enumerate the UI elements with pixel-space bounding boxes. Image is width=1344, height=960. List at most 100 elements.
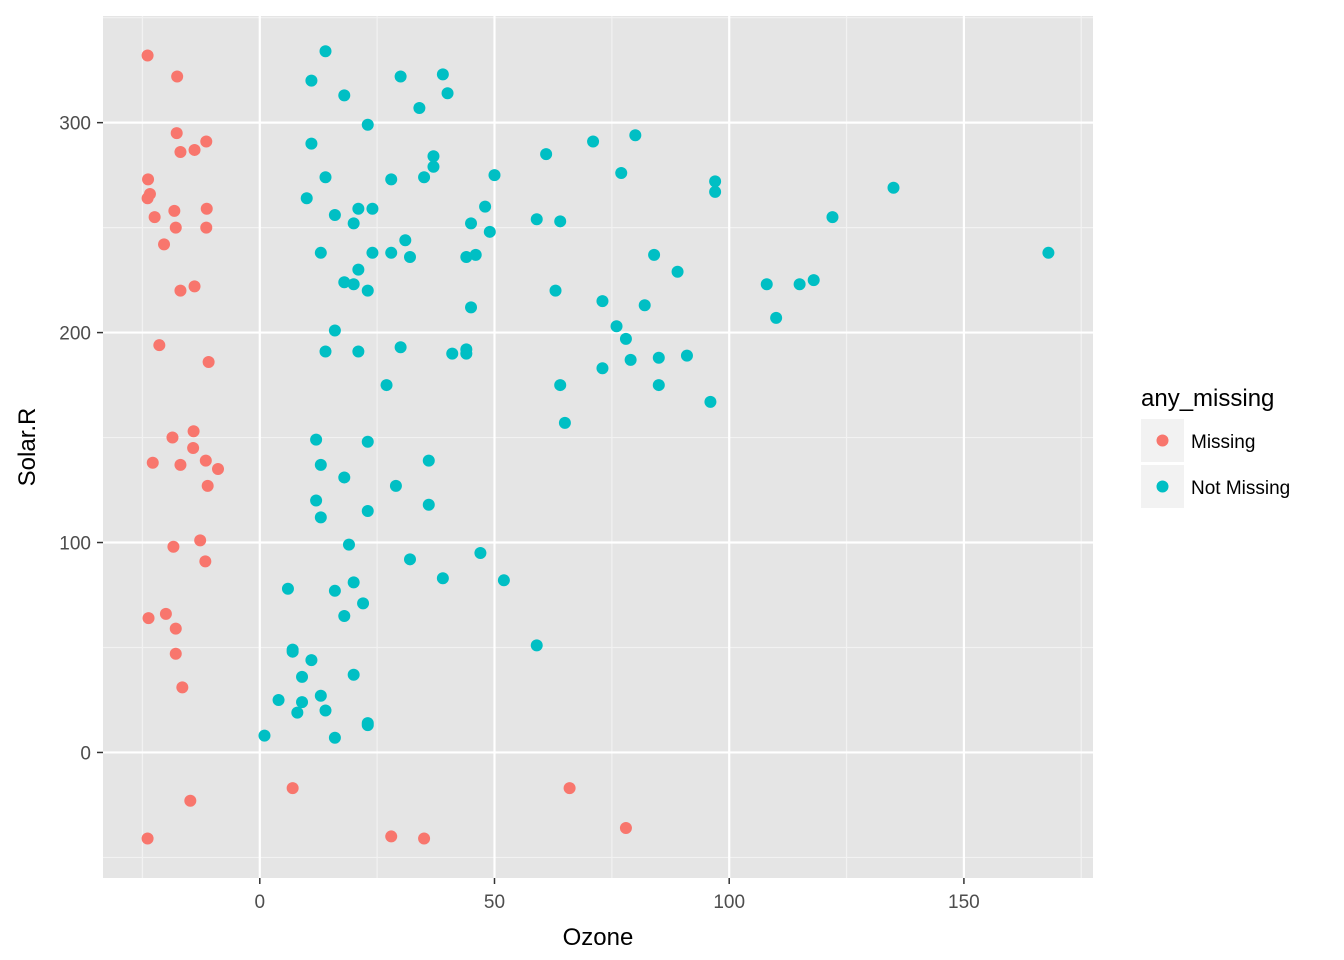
data-point <box>704 395 717 408</box>
data-point <box>258 729 271 742</box>
data-point <box>596 362 609 375</box>
data-point <box>436 68 449 81</box>
series-not-missing <box>258 45 1055 744</box>
data-point <box>319 345 332 358</box>
data-point <box>169 647 182 660</box>
data-point <box>291 706 304 719</box>
data-point <box>436 572 449 585</box>
data-point <box>328 584 341 597</box>
data-point <box>399 234 412 247</box>
data-point <box>624 353 637 366</box>
data-point <box>394 70 407 83</box>
data-point <box>142 173 155 186</box>
data-point <box>347 217 360 230</box>
data-point <box>314 458 327 471</box>
data-point <box>479 200 492 213</box>
data-point <box>587 135 600 148</box>
data-point <box>460 251 473 264</box>
data-point <box>174 146 187 159</box>
data-point <box>760 278 773 291</box>
data-point <box>465 217 478 230</box>
data-point <box>619 822 632 835</box>
data-point <box>338 471 351 484</box>
x-tick-label: 100 <box>713 892 745 913</box>
data-point <box>403 251 416 264</box>
data-point <box>212 463 225 476</box>
data-point <box>530 639 543 652</box>
data-point <box>563 782 576 795</box>
data-point <box>549 284 562 297</box>
data-point <box>427 150 440 163</box>
data-point <box>141 49 154 62</box>
data-point <box>169 622 182 635</box>
data-point <box>184 794 197 807</box>
data-point <box>159 607 172 620</box>
data-point <box>347 278 360 291</box>
data-point <box>483 225 496 238</box>
data-point <box>281 582 294 595</box>
data-point <box>169 221 182 234</box>
data-point <box>148 211 161 224</box>
data-points <box>141 45 1055 845</box>
data-point <box>413 101 426 114</box>
data-point <box>141 192 154 205</box>
data-point <box>153 339 166 352</box>
series-missing <box>141 49 632 845</box>
data-point <box>305 654 318 667</box>
data-point <box>671 265 684 278</box>
data-point <box>357 597 370 610</box>
data-point <box>166 431 179 444</box>
data-point <box>385 173 398 186</box>
data-point <box>638 299 651 312</box>
y-tick-label: 300 <box>59 114 91 135</box>
data-point <box>887 181 900 194</box>
data-point <box>328 731 341 744</box>
y-tick-label: 200 <box>59 324 91 345</box>
data-point <box>619 332 632 345</box>
data-point <box>187 442 200 455</box>
data-point <box>394 341 407 354</box>
data-point <box>347 668 360 681</box>
data-point <box>469 248 482 261</box>
axes: 0 50 100 150 0 100 200 300 <box>59 114 979 913</box>
data-point <box>460 347 473 360</box>
data-point <box>296 696 309 709</box>
plot-panel <box>103 16 1093 878</box>
data-point <box>194 534 207 547</box>
data-point <box>361 284 374 297</box>
data-point <box>158 238 171 251</box>
data-point <box>709 185 722 198</box>
data-point <box>171 70 184 83</box>
data-point <box>610 320 623 333</box>
legend-label: Not Missing <box>1191 478 1290 499</box>
data-point <box>826 211 839 224</box>
data-point <box>296 670 309 683</box>
data-point <box>338 609 351 622</box>
data-point <box>652 379 665 392</box>
data-point <box>530 213 543 226</box>
data-point <box>427 160 440 173</box>
data-point <box>648 248 661 261</box>
data-point <box>615 167 628 180</box>
data-point <box>174 458 187 471</box>
data-point <box>418 171 431 184</box>
data-point <box>352 263 365 276</box>
data-point <box>167 540 180 553</box>
data-point <box>352 202 365 215</box>
data-point <box>188 280 201 293</box>
y-tick-label: 0 <box>80 743 91 764</box>
data-point <box>328 209 341 222</box>
data-point <box>352 345 365 358</box>
data-point <box>200 221 213 234</box>
data-point <box>1042 246 1055 259</box>
data-point <box>380 379 393 392</box>
data-point <box>286 645 299 658</box>
data-point <box>310 433 323 446</box>
data-point <box>176 681 189 694</box>
x-tick-label: 0 <box>254 892 265 913</box>
data-point <box>385 830 398 843</box>
data-point <box>497 574 510 587</box>
data-point <box>319 704 332 717</box>
data-point <box>305 74 318 87</box>
data-point <box>540 148 553 161</box>
